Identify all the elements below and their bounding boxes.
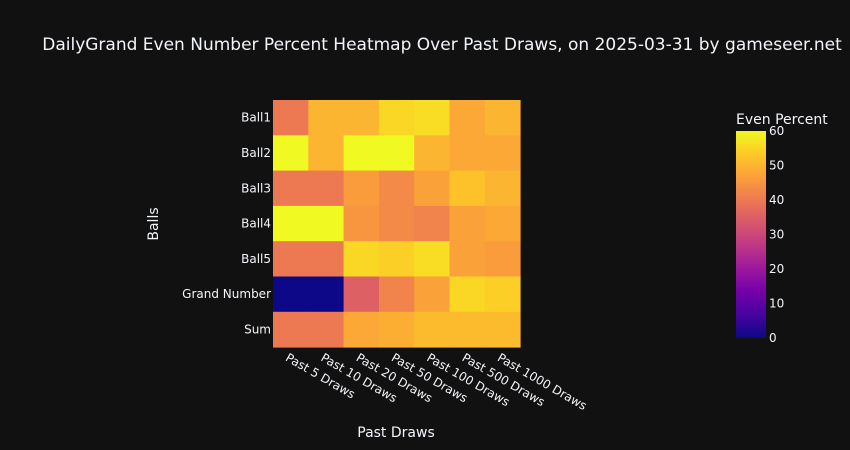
heatmap-cell — [273, 205, 309, 242]
heatmap-cell — [449, 205, 486, 242]
colorbar-tick-label: 10 — [769, 297, 784, 311]
heatmap-cell — [308, 100, 345, 136]
y-tick-label: Ball2 — [241, 146, 271, 160]
y-tick-label: Sum — [244, 322, 271, 336]
y-tick-label: Ball5 — [241, 252, 271, 266]
heatmap-cell — [484, 135, 521, 172]
y-tick-label: Ball1 — [241, 111, 271, 125]
x-axis-label: Past Draws — [357, 425, 435, 441]
colorbar-tick-label: 60 — [769, 124, 784, 138]
heatmap-cell — [378, 276, 415, 313]
colorbar-title: Even Percent — [736, 112, 828, 128]
heatmap-cell — [449, 276, 486, 313]
heatmap-cell — [273, 170, 309, 207]
heatmap-cell — [484, 170, 521, 207]
heatmap-cell — [273, 311, 309, 348]
heatmap-cell — [308, 311, 345, 348]
heatmap-cell — [308, 276, 345, 313]
heatmap-cell — [484, 100, 521, 136]
heatmap-cell — [414, 135, 450, 172]
heatmap-cell — [414, 100, 450, 136]
colorbar-tick-label: 30 — [769, 228, 784, 242]
heatmap-cell — [308, 241, 345, 277]
heatmap-cell — [449, 241, 486, 277]
y-tick-label: Ball4 — [241, 217, 271, 231]
heatmap-cell — [308, 205, 345, 242]
heatmap-cell — [378, 135, 415, 172]
colorbar-tick-label: 0 — [769, 331, 777, 345]
heatmap-cell — [484, 311, 521, 348]
heatmap-cell — [343, 276, 380, 313]
heatmap-cell — [273, 276, 309, 313]
heatmap-cell — [414, 276, 450, 313]
heatmap-cell — [378, 241, 415, 277]
heatmap-cell — [484, 276, 521, 313]
heatmap-cell — [343, 241, 380, 277]
heatmap-cell — [273, 100, 309, 136]
heatmap-cell — [343, 311, 380, 348]
heatmap-cell — [273, 135, 309, 172]
heatmap-cell — [414, 205, 450, 242]
heatmap-cell — [449, 170, 486, 207]
heatmap-cell — [343, 100, 380, 136]
heatmap-cell — [449, 311, 486, 348]
y-tick-label: Ball3 — [241, 181, 271, 195]
y-tick-label: Grand Number — [182, 287, 271, 301]
colorbar-tick-labels: 0 10 20 30 40 50 60 — [769, 124, 784, 345]
heatmap-cell — [343, 170, 380, 207]
heatmap-cells — [273, 100, 521, 348]
heatmap-cell — [378, 100, 415, 136]
colorbar-tick-label: 50 — [769, 159, 784, 173]
heatmap-cell — [343, 205, 380, 242]
chart-title: DailyGrand Even Number Percent Heatmap O… — [42, 35, 842, 55]
heatmap-cell — [414, 241, 450, 277]
heatmap-cell — [308, 170, 345, 207]
heatmap-cell — [484, 241, 521, 277]
colorbar-tick-label: 40 — [769, 193, 784, 207]
heatmap-cell — [308, 135, 345, 172]
y-axis-tick-labels: Ball1 Ball2 Ball3 Ball4 Ball5 Grand Number Sum — [182, 111, 271, 337]
heatmap-cell — [414, 311, 450, 348]
heatmap-cell — [449, 100, 486, 136]
heatmap-cell — [273, 241, 309, 277]
heatmap-cell — [378, 311, 415, 348]
heatmap-cell — [378, 170, 415, 207]
heatmap-cell — [484, 205, 521, 242]
colorbar — [736, 131, 766, 338]
heatmap-cell — [378, 205, 415, 242]
colorbar-tick-label: 20 — [769, 262, 784, 276]
heatmap-cell — [414, 170, 450, 207]
heatmap-cell — [343, 135, 380, 172]
y-axis-label: Balls — [146, 207, 162, 240]
heatmap-cell — [449, 135, 486, 172]
